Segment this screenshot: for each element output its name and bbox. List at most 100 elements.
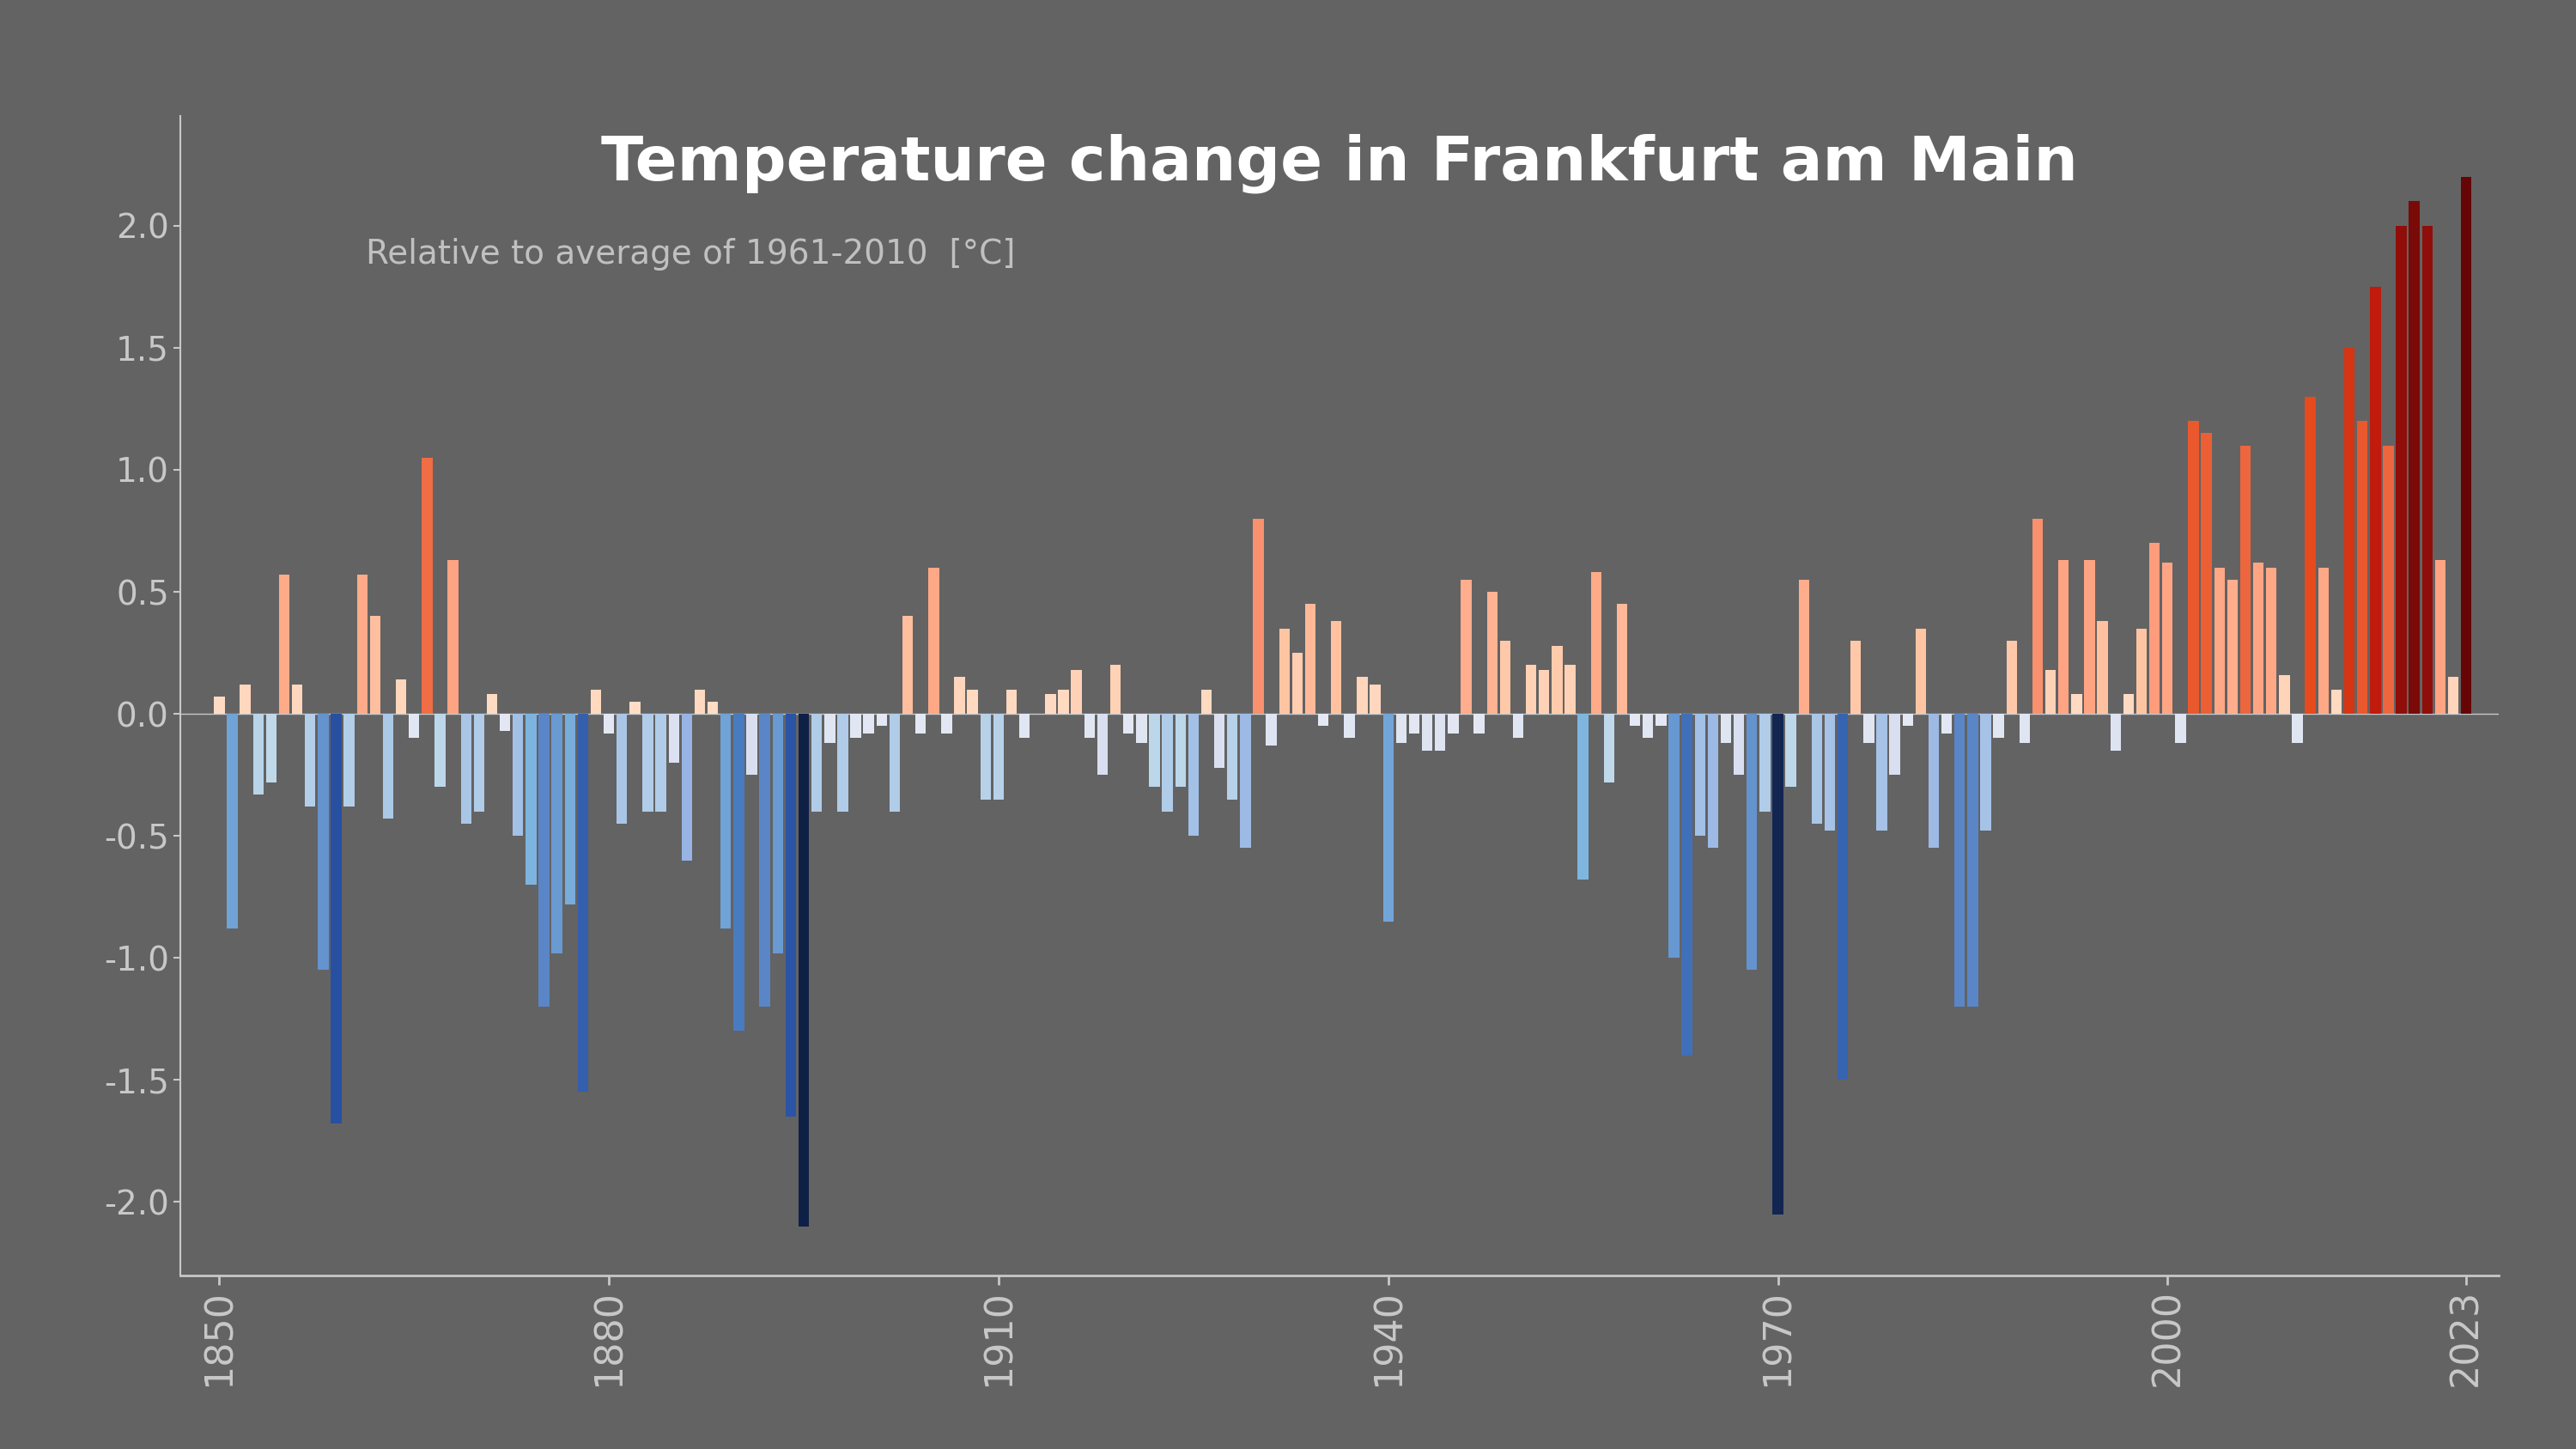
Bar xyxy=(603,714,613,733)
Bar xyxy=(526,714,536,885)
Bar xyxy=(1942,714,1953,733)
Bar xyxy=(2447,677,2458,714)
Bar xyxy=(2058,561,2069,714)
Bar xyxy=(966,690,979,714)
Bar xyxy=(1059,690,1069,714)
Text: Relative to average of 1961-2010  [°C]: Relative to average of 1961-2010 [°C] xyxy=(366,238,1015,271)
Bar xyxy=(2460,177,2470,714)
Bar xyxy=(590,690,600,714)
Bar xyxy=(2136,629,2146,714)
Bar xyxy=(902,616,912,714)
Bar xyxy=(577,714,587,1093)
Bar xyxy=(2020,714,2030,743)
Bar xyxy=(435,714,446,787)
Bar xyxy=(1435,714,1445,751)
Bar xyxy=(304,714,314,807)
Bar xyxy=(1772,714,1783,1214)
Bar xyxy=(1564,665,1577,714)
Bar xyxy=(1785,714,1795,787)
Bar xyxy=(1904,714,1914,726)
Bar xyxy=(1955,714,1965,1007)
Bar xyxy=(291,684,301,714)
Bar xyxy=(227,714,237,929)
Bar xyxy=(1097,714,1108,775)
Bar xyxy=(1721,714,1731,743)
Bar xyxy=(487,694,497,714)
Bar xyxy=(760,714,770,1007)
Bar xyxy=(265,714,276,782)
Bar xyxy=(474,714,484,811)
Bar xyxy=(1162,714,1172,811)
Bar xyxy=(1656,714,1667,726)
Bar xyxy=(2421,226,2432,714)
Bar xyxy=(2187,422,2200,714)
Bar xyxy=(2293,714,2303,743)
Bar xyxy=(876,714,886,726)
Bar xyxy=(513,714,523,836)
Bar xyxy=(1370,684,1381,714)
Bar xyxy=(538,714,549,1007)
Bar xyxy=(1605,714,1615,782)
Bar xyxy=(889,714,899,811)
Bar xyxy=(1747,714,1757,969)
Bar xyxy=(358,575,368,714)
Bar xyxy=(500,714,510,730)
Bar xyxy=(824,714,835,743)
Bar xyxy=(616,714,626,823)
Bar xyxy=(371,616,381,714)
Bar xyxy=(1759,714,1770,811)
Bar xyxy=(2344,348,2354,714)
Bar xyxy=(1682,714,1692,1055)
Bar xyxy=(1850,640,1860,714)
Bar xyxy=(240,684,250,714)
Bar xyxy=(1046,694,1056,714)
Bar xyxy=(1422,714,1432,751)
Bar xyxy=(564,714,574,904)
Bar xyxy=(343,714,355,807)
Bar xyxy=(1968,714,1978,1007)
Bar xyxy=(799,714,809,1226)
Bar xyxy=(1252,519,1265,714)
Bar xyxy=(1461,580,1471,714)
Bar xyxy=(2110,714,2120,751)
Bar xyxy=(2084,561,2094,714)
Bar xyxy=(384,714,394,819)
Bar xyxy=(940,714,953,733)
Bar xyxy=(2241,445,2251,714)
Bar xyxy=(1136,714,1146,743)
Bar xyxy=(1020,714,1030,738)
Bar xyxy=(1226,714,1236,800)
Bar xyxy=(641,714,654,811)
Bar xyxy=(1837,714,1847,1080)
Bar xyxy=(1888,714,1901,775)
Bar xyxy=(1383,714,1394,922)
Bar xyxy=(2161,562,2172,714)
Bar xyxy=(1175,714,1185,787)
Bar xyxy=(278,575,289,714)
Bar xyxy=(1332,622,1342,714)
Bar xyxy=(721,714,732,929)
Bar xyxy=(708,701,719,714)
Bar xyxy=(2357,422,2367,714)
Bar xyxy=(1875,714,1888,830)
Bar xyxy=(734,714,744,1032)
Bar xyxy=(747,714,757,775)
Bar xyxy=(1306,604,1316,714)
Bar xyxy=(1149,714,1159,787)
Bar xyxy=(1734,714,1744,775)
Bar xyxy=(953,677,966,714)
Bar xyxy=(1512,714,1522,738)
Bar xyxy=(670,714,680,762)
Bar xyxy=(1358,677,1368,714)
Bar xyxy=(1618,604,1628,714)
Bar xyxy=(2383,445,2393,714)
Bar xyxy=(811,714,822,811)
Bar xyxy=(2215,568,2226,714)
Bar xyxy=(2097,622,2107,714)
Bar xyxy=(2148,543,2159,714)
Bar xyxy=(551,714,562,953)
Bar xyxy=(1917,629,1927,714)
Bar xyxy=(410,714,420,738)
Bar xyxy=(1862,714,1875,743)
Bar xyxy=(696,690,706,714)
